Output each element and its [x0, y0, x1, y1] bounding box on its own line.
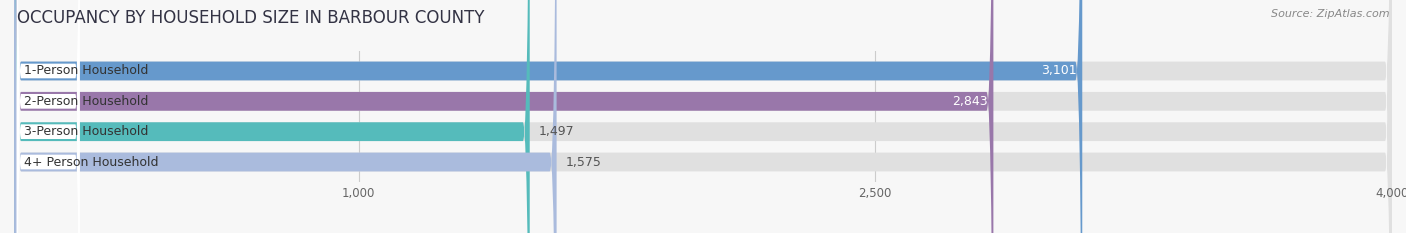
FancyBboxPatch shape [14, 0, 1083, 233]
Text: Source: ZipAtlas.com: Source: ZipAtlas.com [1271, 9, 1389, 19]
FancyBboxPatch shape [14, 0, 994, 233]
FancyBboxPatch shape [17, 0, 80, 233]
Text: 1,575: 1,575 [565, 155, 602, 168]
FancyBboxPatch shape [17, 0, 80, 233]
FancyBboxPatch shape [14, 0, 1392, 233]
FancyBboxPatch shape [17, 0, 80, 233]
Text: 1,497: 1,497 [538, 125, 574, 138]
FancyBboxPatch shape [17, 0, 80, 233]
Text: 3-Person Household: 3-Person Household [24, 125, 149, 138]
Text: 4+ Person Household: 4+ Person Household [24, 155, 159, 168]
Text: OCCUPANCY BY HOUSEHOLD SIZE IN BARBOUR COUNTY: OCCUPANCY BY HOUSEHOLD SIZE IN BARBOUR C… [17, 9, 485, 27]
Text: 1-Person Household: 1-Person Household [24, 65, 149, 78]
FancyBboxPatch shape [14, 0, 530, 233]
FancyBboxPatch shape [14, 0, 1392, 233]
Text: 3,101: 3,101 [1042, 65, 1077, 78]
FancyBboxPatch shape [14, 0, 1392, 233]
FancyBboxPatch shape [14, 0, 557, 233]
Text: 2,843: 2,843 [953, 95, 988, 108]
FancyBboxPatch shape [14, 0, 1392, 233]
Text: 2-Person Household: 2-Person Household [24, 95, 149, 108]
